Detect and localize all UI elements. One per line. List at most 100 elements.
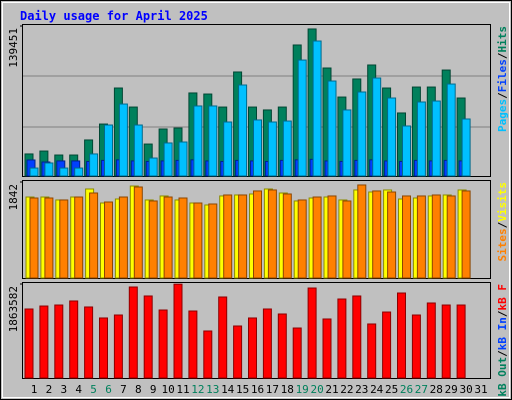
bar bbox=[113, 314, 123, 379]
bar bbox=[431, 194, 441, 279]
x-tick-label: 2 bbox=[46, 383, 53, 396]
x-tick-label: 31 bbox=[474, 383, 487, 396]
legend: Pages/Files/Hits bbox=[496, 26, 509, 132]
bar bbox=[178, 141, 188, 177]
x-tick-label: 12 bbox=[191, 383, 204, 396]
bar bbox=[99, 317, 108, 379]
bar bbox=[253, 119, 262, 177]
bar bbox=[382, 311, 392, 379]
bar bbox=[163, 142, 173, 177]
x-tick-label: 7 bbox=[120, 383, 127, 396]
bar bbox=[312, 196, 322, 279]
bar bbox=[267, 121, 277, 177]
bar bbox=[133, 124, 143, 177]
bar bbox=[163, 196, 173, 279]
x-tick-label: 9 bbox=[150, 383, 157, 396]
bar bbox=[387, 97, 397, 177]
bar bbox=[54, 304, 64, 379]
bar bbox=[292, 327, 302, 379]
bar bbox=[133, 186, 143, 279]
legend-separator: / bbox=[496, 52, 509, 59]
x-tick-label: 26 bbox=[400, 383, 413, 396]
bar bbox=[446, 195, 456, 279]
bar bbox=[173, 283, 183, 379]
bar bbox=[74, 167, 84, 177]
bar bbox=[327, 80, 337, 177]
x-tick-label: 1 bbox=[31, 383, 38, 396]
bar bbox=[148, 157, 158, 177]
bar bbox=[158, 309, 168, 379]
legend-entry: kB Out bbox=[496, 357, 509, 397]
legend-separator: / bbox=[496, 350, 509, 357]
bar bbox=[461, 190, 471, 279]
x-tick-label: 13 bbox=[206, 383, 219, 396]
bar bbox=[69, 300, 79, 379]
bar bbox=[253, 190, 262, 279]
bar bbox=[29, 167, 39, 177]
legend-entry: kB In bbox=[496, 317, 509, 350]
legend-separator: / bbox=[496, 92, 509, 99]
bar bbox=[426, 302, 436, 379]
bar bbox=[322, 318, 332, 379]
x-tick-label: 19 bbox=[296, 383, 309, 396]
x-tick-label: 3 bbox=[60, 383, 67, 396]
bar bbox=[416, 101, 426, 177]
y-tick-label: 1863582 bbox=[7, 286, 20, 332]
x-tick-label: 30 bbox=[459, 383, 472, 396]
x-tick-label: 17 bbox=[266, 383, 279, 396]
x-tick-label: 20 bbox=[310, 383, 323, 396]
bar bbox=[342, 200, 352, 279]
bar bbox=[193, 105, 203, 177]
bar bbox=[297, 59, 307, 177]
legend: kB Out/kB In/kB F bbox=[496, 284, 509, 397]
x-tick-label: 5 bbox=[90, 383, 97, 396]
x-tick-label: 24 bbox=[370, 383, 384, 396]
bar bbox=[39, 305, 49, 379]
bar bbox=[357, 91, 367, 177]
y-tick-label: 1842 bbox=[7, 184, 20, 211]
legend: Sites/Visits bbox=[496, 182, 509, 262]
bar bbox=[312, 40, 322, 177]
bar bbox=[387, 191, 397, 279]
bar bbox=[223, 194, 233, 279]
y-tick-label: 139451 bbox=[7, 28, 20, 68]
chart-title: Daily usage for April 2025 bbox=[20, 9, 208, 23]
bar bbox=[104, 201, 113, 279]
x-tick-label: 18 bbox=[281, 383, 294, 396]
bar bbox=[248, 317, 257, 379]
bar bbox=[431, 100, 441, 177]
bar bbox=[402, 125, 411, 177]
bar bbox=[337, 298, 347, 379]
bar bbox=[44, 162, 54, 177]
bar bbox=[208, 105, 218, 177]
bar bbox=[223, 121, 233, 177]
x-tick-label: 27 bbox=[415, 383, 428, 396]
bar bbox=[307, 287, 317, 379]
x-tick-label: 21 bbox=[325, 383, 338, 396]
x-tick-label: 14 bbox=[221, 383, 235, 396]
bar bbox=[262, 308, 272, 379]
x-tick-label: 15 bbox=[236, 383, 249, 396]
bar bbox=[397, 292, 406, 379]
x-tick-label: 16 bbox=[251, 383, 264, 396]
bar bbox=[118, 196, 128, 279]
bar bbox=[282, 193, 292, 279]
x-tick-label: 11 bbox=[176, 383, 189, 396]
x-tick-label: 28 bbox=[430, 383, 443, 396]
bar bbox=[411, 314, 421, 379]
bar bbox=[59, 199, 69, 279]
bar bbox=[352, 295, 362, 379]
bar bbox=[203, 330, 213, 379]
legend-entry: Visits bbox=[496, 182, 509, 222]
bar bbox=[461, 118, 471, 177]
bar bbox=[372, 190, 382, 279]
bar bbox=[446, 83, 456, 177]
bar bbox=[367, 323, 377, 379]
bar bbox=[277, 313, 287, 379]
legend-entry: Pages bbox=[496, 99, 509, 132]
bar bbox=[29, 197, 39, 279]
bar bbox=[118, 103, 128, 177]
